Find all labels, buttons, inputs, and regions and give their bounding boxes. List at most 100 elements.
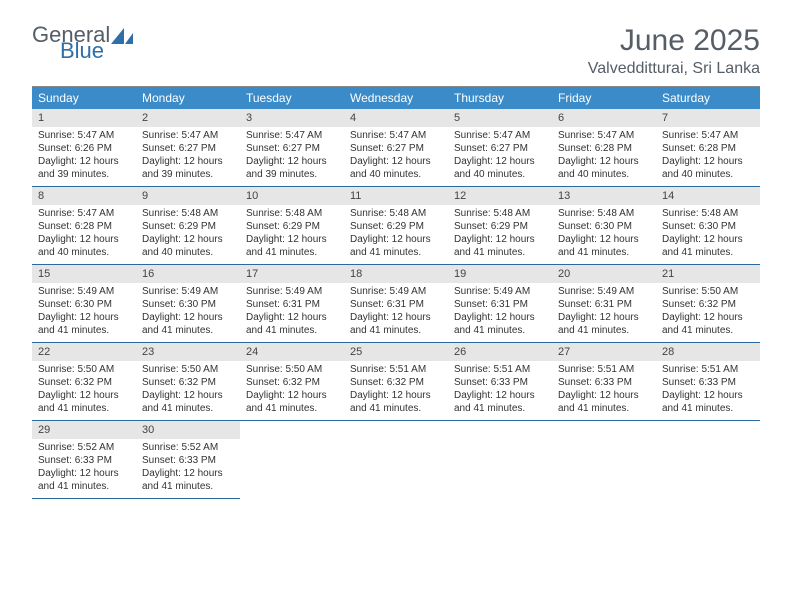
day-cell: 25Sunrise: 5:51 AMSunset: 6:32 PMDayligh…	[344, 343, 448, 421]
day-number: 24	[240, 343, 344, 361]
day-cell: 28Sunrise: 5:51 AMSunset: 6:33 PMDayligh…	[656, 343, 760, 421]
day-cell: 29Sunrise: 5:52 AMSunset: 6:33 PMDayligh…	[32, 421, 136, 499]
day-number: 16	[136, 265, 240, 283]
daylight-text-2: and 39 minutes.	[142, 168, 234, 181]
daylight-text-1: Daylight: 12 hours	[662, 311, 754, 324]
location: Valvedditturai, Sri Lanka	[588, 60, 760, 78]
daylight-text-2: and 41 minutes.	[662, 246, 754, 259]
daylight-text-1: Daylight: 12 hours	[454, 155, 546, 168]
sunset-text: Sunset: 6:28 PM	[38, 220, 130, 233]
day-body: Sunrise: 5:48 AMSunset: 6:30 PMDaylight:…	[552, 205, 656, 263]
sunrise-text: Sunrise: 5:47 AM	[454, 129, 546, 142]
day-body: Sunrise: 5:47 AMSunset: 6:26 PMDaylight:…	[32, 127, 136, 185]
daylight-text-2: and 41 minutes.	[558, 246, 650, 259]
day-body: Sunrise: 5:48 AMSunset: 6:29 PMDaylight:…	[240, 205, 344, 263]
day-body: Sunrise: 5:50 AMSunset: 6:32 PMDaylight:…	[240, 361, 344, 419]
weekday-header: Monday	[136, 87, 240, 109]
day-cell: 10Sunrise: 5:48 AMSunset: 6:29 PMDayligh…	[240, 187, 344, 265]
day-body: Sunrise: 5:51 AMSunset: 6:33 PMDaylight:…	[552, 361, 656, 419]
daylight-text-2: and 41 minutes.	[350, 402, 442, 415]
day-number: 9	[136, 187, 240, 205]
sunrise-text: Sunrise: 5:49 AM	[350, 285, 442, 298]
day-cell: 20Sunrise: 5:49 AMSunset: 6:31 PMDayligh…	[552, 265, 656, 343]
sunrise-text: Sunrise: 5:49 AM	[142, 285, 234, 298]
daylight-text-1: Daylight: 12 hours	[142, 467, 234, 480]
sunset-text: Sunset: 6:29 PM	[246, 220, 338, 233]
logo-text-blue: Blue	[60, 40, 133, 62]
month-title: June 2025	[588, 24, 760, 58]
daylight-text-1: Daylight: 12 hours	[454, 233, 546, 246]
daylight-text-1: Daylight: 12 hours	[246, 155, 338, 168]
sunset-text: Sunset: 6:26 PM	[38, 142, 130, 155]
day-number: 6	[552, 109, 656, 127]
sunrise-text: Sunrise: 5:47 AM	[38, 207, 130, 220]
day-cell: 14Sunrise: 5:48 AMSunset: 6:30 PMDayligh…	[656, 187, 760, 265]
header: GeneralBlue June 2025 Valvedditturai, Sr…	[32, 24, 760, 78]
sunrise-text: Sunrise: 5:47 AM	[558, 129, 650, 142]
day-cell: 15 Sunrise: 5:49 AMSunset: 6:30 PMDayligh…	[32, 265, 136, 343]
day-cell: 2Sunrise: 5:47 AMSunset: 6:27 PMDaylight…	[136, 109, 240, 187]
day-number: 10	[240, 187, 344, 205]
sunrise-text: Sunrise: 5:49 AM	[454, 285, 546, 298]
day-body: Sunrise: 5:47 AMSunset: 6:28 PMDaylight:…	[656, 127, 760, 185]
daylight-text-1: Daylight: 12 hours	[454, 311, 546, 324]
day-number: 11	[344, 187, 448, 205]
day-number: 12	[448, 187, 552, 205]
day-number: 15	[32, 265, 136, 283]
sunrise-text: Sunrise: 5:48 AM	[246, 207, 338, 220]
sunset-text: Sunset: 6:33 PM	[662, 376, 754, 389]
daylight-text-2: and 40 minutes.	[558, 168, 650, 181]
daylight-text-2: and 40 minutes.	[142, 246, 234, 259]
day-cell: 12Sunrise: 5:48 AMSunset: 6:29 PMDayligh…	[448, 187, 552, 265]
sunrise-text: Sunrise: 5:49 AM	[246, 285, 338, 298]
daylight-text-1: Daylight: 12 hours	[142, 311, 234, 324]
sunrise-text: Sunrise: 5:47 AM	[246, 129, 338, 142]
sunset-text: Sunset: 6:33 PM	[558, 376, 650, 389]
day-body: Sunrise: 5:48 AMSunset: 6:29 PMDaylight:…	[448, 205, 552, 263]
day-body: Sunrise: 5:50 AMSunset: 6:32 PMDaylight:…	[32, 361, 136, 419]
day-body: Sunrise: 5:49 AMSunset: 6:31 PMDaylight:…	[240, 283, 344, 341]
day-cell: 23Sunrise: 5:50 AMSunset: 6:32 PMDayligh…	[136, 343, 240, 421]
day-cell: 1Sunrise: 5:47 AMSunset: 6:26 PMDaylight…	[32, 109, 136, 187]
daylight-text-2: and 41 minutes.	[142, 324, 234, 337]
day-cell: 5Sunrise: 5:47 AMSunset: 6:27 PMDaylight…	[448, 109, 552, 187]
sunset-text: Sunset: 6:32 PM	[38, 376, 130, 389]
sunrise-text: Sunrise: 5:48 AM	[454, 207, 546, 220]
daylight-text-1: Daylight: 12 hours	[350, 389, 442, 402]
sunrise-text: Sunrise: 5:49 AM	[38, 285, 130, 298]
daylight-text-2: and 41 minutes.	[454, 324, 546, 337]
daylight-text-1: Daylight: 12 hours	[38, 311, 130, 324]
daylight-text-1: Daylight: 12 hours	[142, 233, 234, 246]
daylight-text-2: and 40 minutes.	[454, 168, 546, 181]
sunrise-text: Sunrise: 5:50 AM	[662, 285, 754, 298]
day-number: 17	[240, 265, 344, 283]
daylight-text-2: and 41 minutes.	[350, 324, 442, 337]
sunrise-text: Sunrise: 5:52 AM	[142, 441, 234, 454]
daylight-text-2: and 41 minutes.	[246, 324, 338, 337]
daylight-text-2: and 41 minutes.	[662, 324, 754, 337]
weekday-header: Saturday	[656, 87, 760, 109]
day-cell: 17Sunrise: 5:49 AMSunset: 6:31 PMDayligh…	[240, 265, 344, 343]
day-number: 14	[656, 187, 760, 205]
day-cell: 24Sunrise: 5:50 AMSunset: 6:32 PMDayligh…	[240, 343, 344, 421]
daylight-text-2: and 41 minutes.	[558, 324, 650, 337]
sunset-text: Sunset: 6:30 PM	[38, 298, 130, 311]
day-number: 1	[32, 109, 136, 127]
daylight-text-2: and 41 minutes.	[662, 402, 754, 415]
sunset-text: Sunset: 6:27 PM	[454, 142, 546, 155]
weekday-header: Wednesday	[344, 87, 448, 109]
day-number: 27	[552, 343, 656, 361]
sunrise-text: Sunrise: 5:50 AM	[246, 363, 338, 376]
daylight-text-1: Daylight: 12 hours	[350, 155, 442, 168]
sunset-text: Sunset: 6:29 PM	[454, 220, 546, 233]
sunset-text: Sunset: 6:33 PM	[38, 454, 130, 467]
page: GeneralBlue June 2025 Valvedditturai, Sr…	[0, 0, 792, 523]
sunset-text: Sunset: 6:28 PM	[558, 142, 650, 155]
day-body: Sunrise: 5:48 AMSunset: 6:29 PMDaylight:…	[136, 205, 240, 263]
sunset-text: Sunset: 6:31 PM	[454, 298, 546, 311]
daylight-text-2: and 41 minutes.	[558, 402, 650, 415]
sunset-text: Sunset: 6:27 PM	[246, 142, 338, 155]
day-body: Sunrise: 5:47 AMSunset: 6:27 PMDaylight:…	[240, 127, 344, 185]
day-body: Sunrise: 5:51 AMSunset: 6:33 PMDaylight:…	[656, 361, 760, 419]
daylight-text-1: Daylight: 12 hours	[38, 467, 130, 480]
